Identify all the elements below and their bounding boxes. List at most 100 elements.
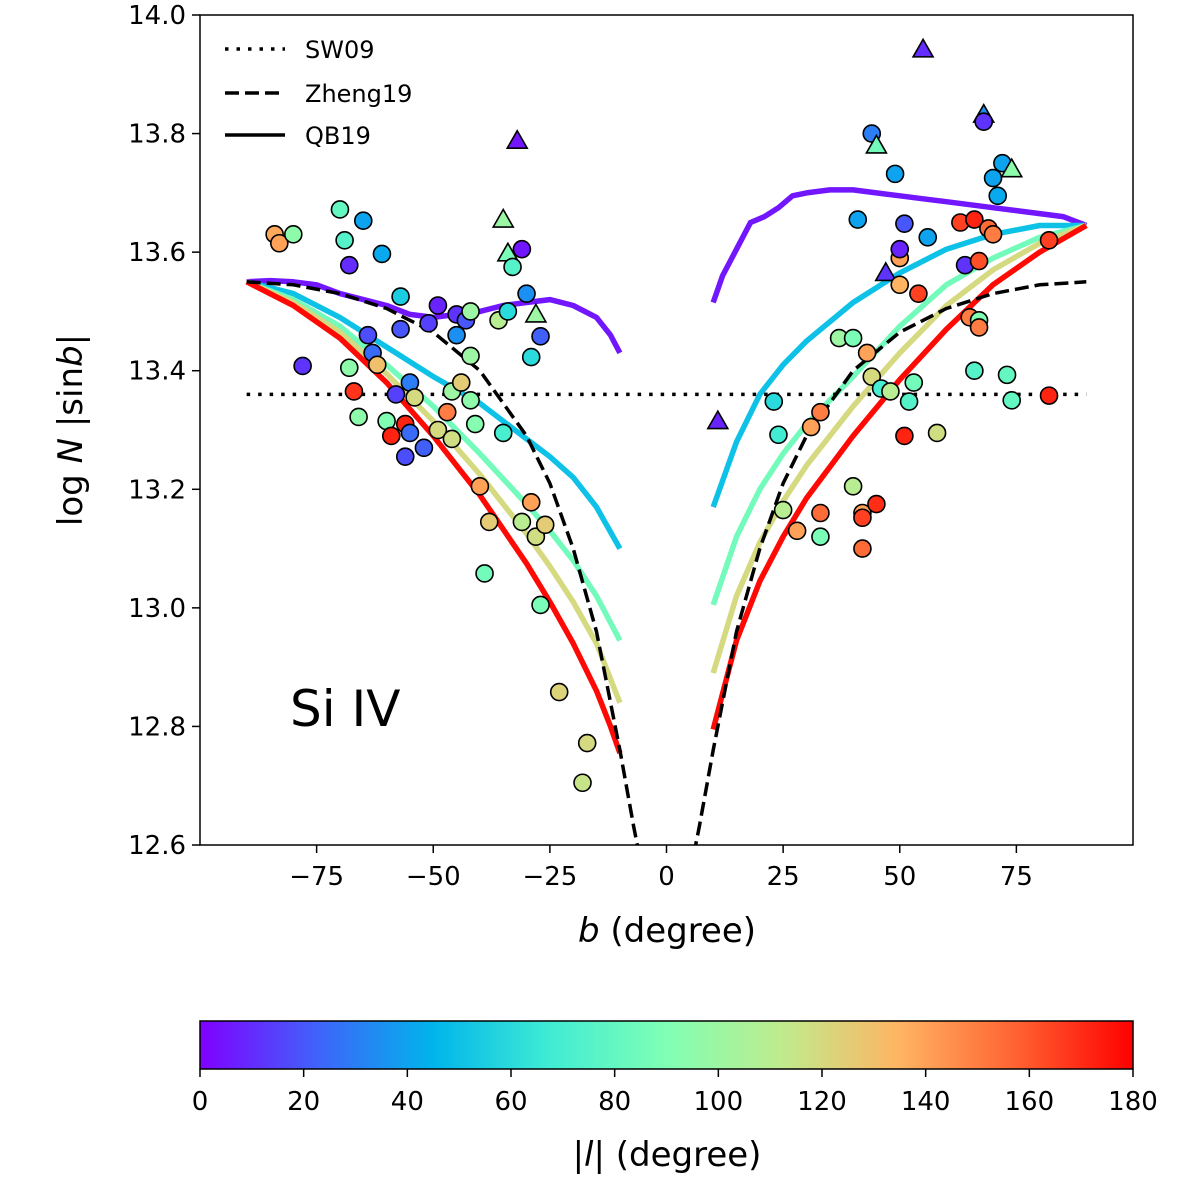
data-point xyxy=(853,539,872,558)
data-point xyxy=(1039,230,1059,250)
zheng19-curve-left xyxy=(246,280,640,845)
x-tick-label: 0 xyxy=(658,862,675,892)
data-point xyxy=(549,682,569,702)
data-point xyxy=(521,493,541,512)
data-point xyxy=(428,296,448,315)
data-point xyxy=(498,302,518,321)
qb19-curve-4-left xyxy=(245,279,623,755)
data-point xyxy=(811,503,830,523)
data-point xyxy=(867,494,886,514)
colorbar-tick-label: 180 xyxy=(1108,1087,1158,1117)
data-point-triangle xyxy=(491,207,515,228)
data-point xyxy=(890,275,910,295)
y-tick-label: 13.8 xyxy=(128,120,186,150)
data-point-triangle xyxy=(706,409,730,430)
data-point xyxy=(419,313,438,333)
data-point-triangle xyxy=(505,129,529,149)
data-point xyxy=(437,402,457,422)
data-point xyxy=(391,287,410,306)
data-point xyxy=(1002,391,1022,410)
data-point xyxy=(927,423,947,443)
data-point-triangle xyxy=(874,261,898,282)
data-point xyxy=(512,512,532,532)
x-axis-label: b (degree) xyxy=(578,911,756,951)
data-point xyxy=(983,225,1003,244)
data-point xyxy=(493,423,513,443)
y-tick-label: 12.6 xyxy=(128,831,186,861)
data-point xyxy=(918,228,938,247)
data-point xyxy=(330,200,350,219)
colorbar-tick-label: 100 xyxy=(694,1087,744,1117)
data-point xyxy=(470,477,490,496)
y-axis-label: log N |sinb| xyxy=(51,334,91,526)
x-tick-label: 50 xyxy=(883,862,916,892)
colorbar-tick-label: 80 xyxy=(598,1087,631,1117)
data-point xyxy=(381,426,401,446)
zheng19-curve-right xyxy=(693,280,1087,845)
y-tick-label: 12.8 xyxy=(128,712,186,742)
colorbar xyxy=(199,1020,1134,1070)
data-point xyxy=(811,527,830,547)
data-point xyxy=(461,391,480,410)
data-point xyxy=(293,356,312,376)
data-point xyxy=(531,327,550,346)
legend-label-zheng19: Zheng19 xyxy=(305,80,412,108)
data-point xyxy=(428,420,448,440)
data-point xyxy=(895,426,914,446)
data-point xyxy=(573,773,592,793)
data-point xyxy=(853,508,872,528)
colorbar-tick-label: 40 xyxy=(391,1087,424,1117)
data-point xyxy=(885,164,905,184)
data-point xyxy=(857,343,877,363)
x-axis-ticks: −75 −50 −25 0 25 50 75 xyxy=(289,845,1033,892)
data-point xyxy=(997,365,1017,385)
colorbar-tick-label: 140 xyxy=(901,1087,951,1117)
data-point xyxy=(270,233,289,253)
data-point xyxy=(503,257,522,277)
data-point xyxy=(339,358,359,378)
data-point xyxy=(969,251,989,271)
data-point xyxy=(451,373,471,392)
ion-annotation: Si IV xyxy=(290,680,400,738)
data-point xyxy=(909,284,928,303)
data-point xyxy=(965,210,984,229)
data-point xyxy=(367,355,387,375)
legend-label-qb19: QB19 xyxy=(305,122,371,150)
data-point xyxy=(881,382,900,401)
data-point xyxy=(965,361,984,381)
colorbar-tick-label: 160 xyxy=(1005,1087,1055,1117)
data-point xyxy=(479,512,499,532)
qb19-curve-3-left xyxy=(245,279,623,704)
data-point xyxy=(386,385,406,404)
data-point xyxy=(988,186,1008,206)
data-point xyxy=(843,328,863,348)
data-point xyxy=(764,392,784,411)
data-point xyxy=(344,382,364,401)
data-point xyxy=(983,168,1003,188)
data-point xyxy=(335,230,354,250)
data-point xyxy=(442,429,462,449)
data-point xyxy=(461,346,480,366)
data-point xyxy=(531,595,550,615)
colorbar-tick-label: 20 xyxy=(287,1087,320,1117)
data-point xyxy=(447,325,466,345)
x-tick-label: −75 xyxy=(289,862,344,892)
data-point xyxy=(283,225,303,244)
qb19-curve-3-right xyxy=(710,222,1088,674)
colorbar-tick-label: 60 xyxy=(494,1087,527,1117)
colorbar-label: |l| (degree) xyxy=(573,1135,762,1175)
qb19-curve-0-right xyxy=(710,187,1088,304)
data-point xyxy=(521,347,541,367)
data-point xyxy=(974,112,994,132)
x-tick-label: 25 xyxy=(767,862,800,892)
data-point xyxy=(353,211,373,231)
data-point xyxy=(899,392,919,411)
data-point xyxy=(769,425,788,445)
x-tick-label: −50 xyxy=(406,862,461,892)
data-point xyxy=(475,564,494,583)
data-point-triangle xyxy=(1000,157,1024,178)
model-curves xyxy=(245,187,1088,845)
x-tick-label: 75 xyxy=(1000,862,1033,892)
data-point xyxy=(787,521,807,541)
